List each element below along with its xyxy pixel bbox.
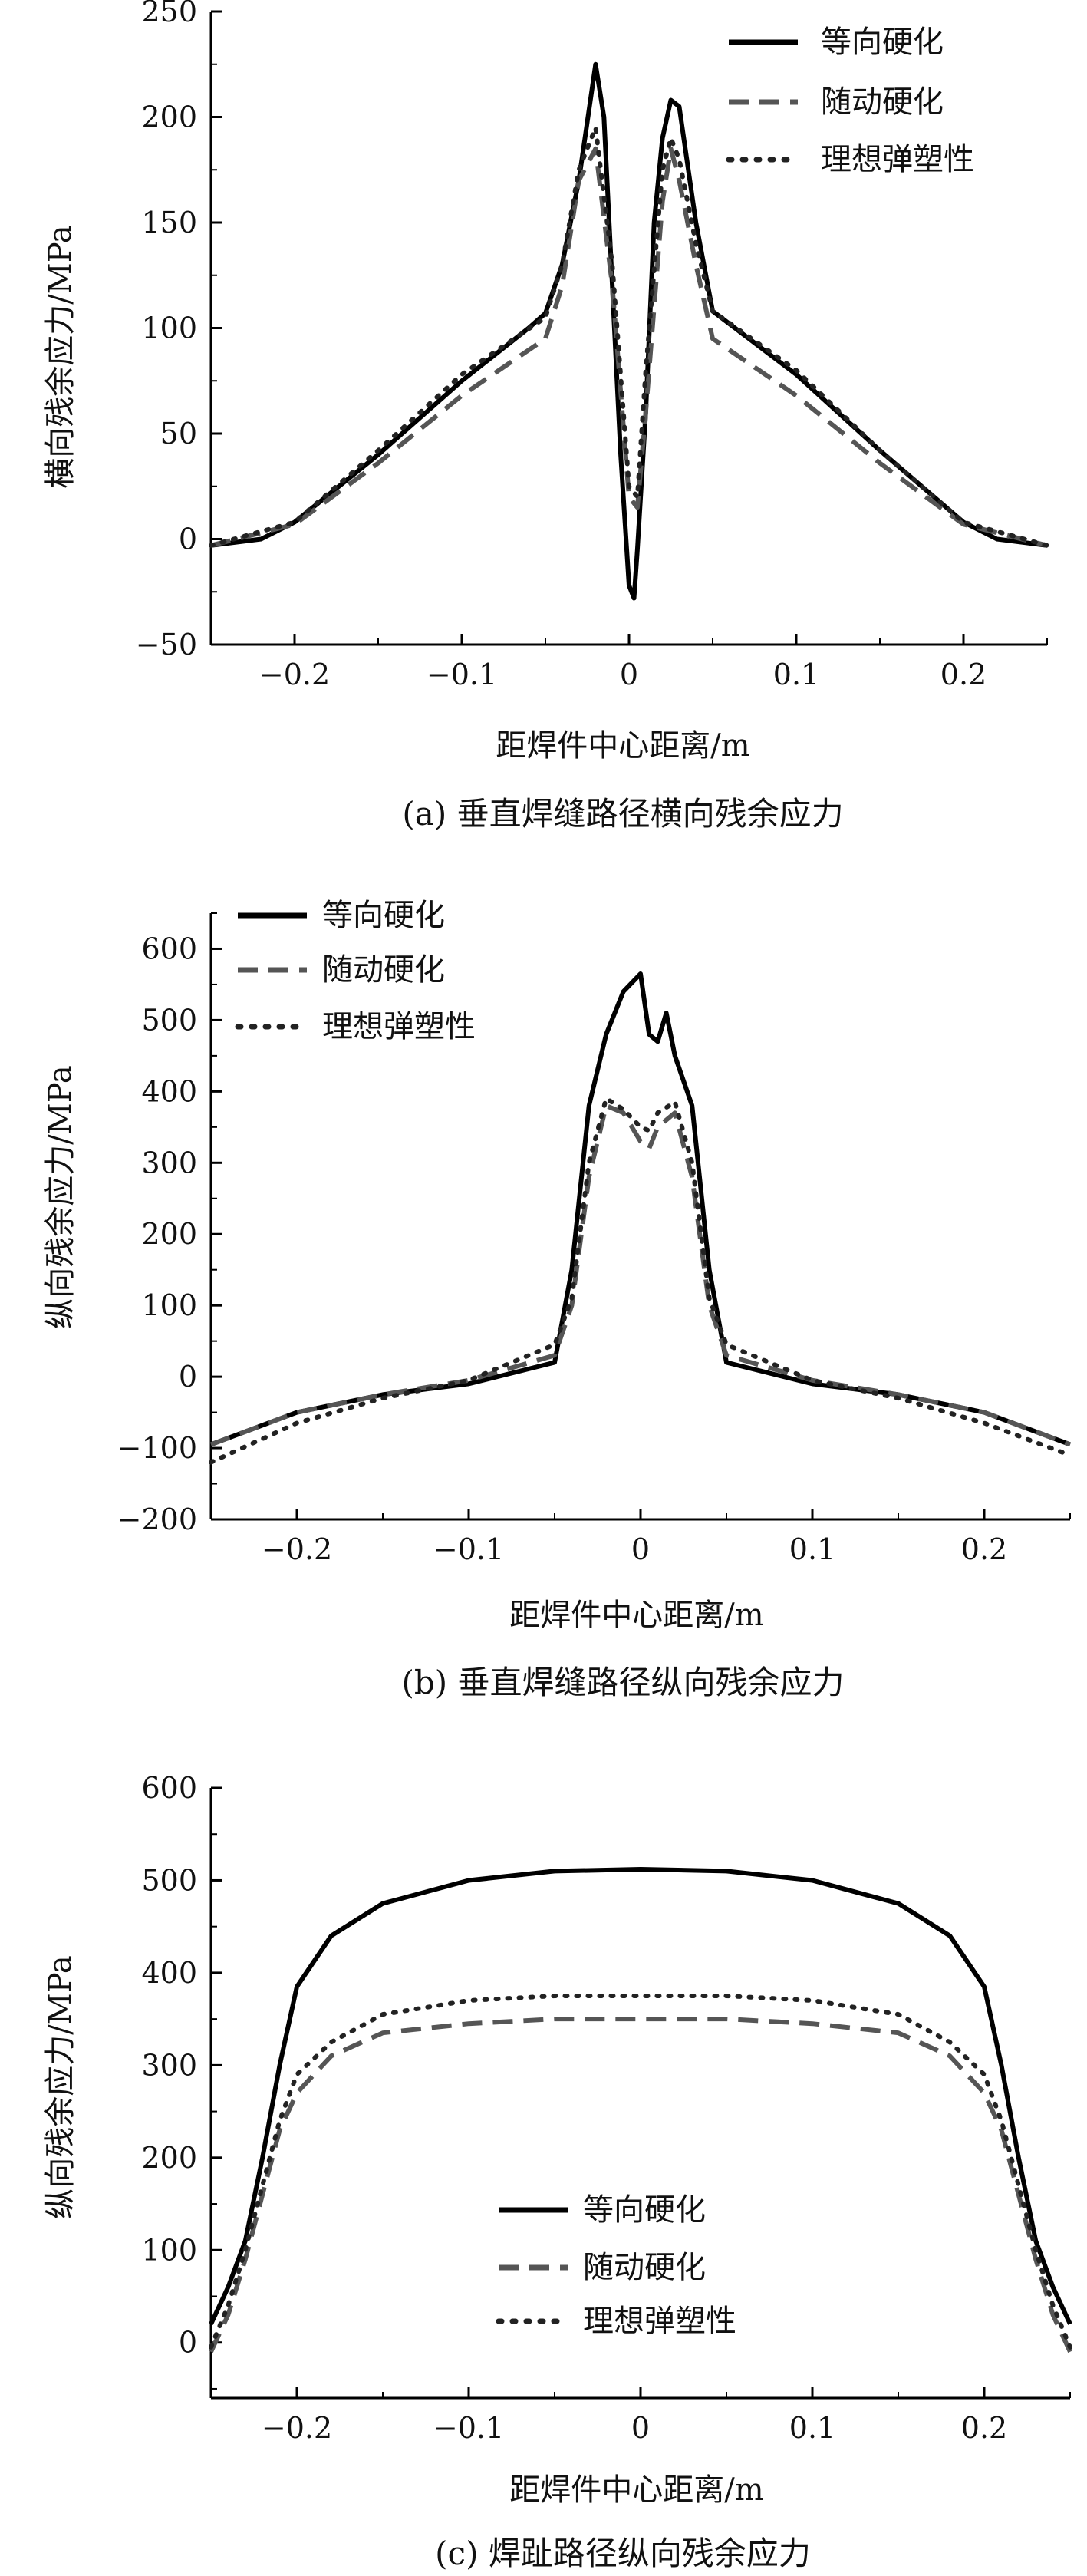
legend-label-isotropic: 等向硬化 (583, 2192, 706, 2228)
x-tick-label: −0.2 (262, 1532, 332, 1566)
x-tick-label: 0 (631, 1532, 650, 1566)
y-tick-label: −200 (117, 1502, 197, 1536)
y-tick-label: 300 (141, 1146, 197, 1179)
y-tick-label: 300 (141, 2048, 197, 2082)
x-tick-label: 0.2 (961, 1532, 1007, 1566)
panel-a-y-ticks: −50 0 50 100 150 200 250 (136, 0, 222, 661)
x-tick-label: 0.2 (961, 2411, 1007, 2445)
panel-b-axes (209, 913, 1070, 1521)
x-tick-label: 0 (631, 2411, 650, 2445)
y-tick-label: 250 (141, 0, 197, 28)
legend-label-kinematic: 随动硬化 (322, 952, 445, 988)
legend-label-ideal: 理想弹塑性 (821, 142, 974, 177)
series-line-dotted (209, 1994, 1072, 2350)
y-tick-label: 0 (179, 1360, 197, 1394)
panel-b-y-axis-title: 纵向残余应力/MPa (43, 1065, 78, 1328)
x-tick-label: 0.1 (789, 2411, 835, 2445)
panel-c-series (209, 1867, 1072, 2353)
y-tick-label: 400 (141, 1074, 197, 1108)
panel-c-longitudinal-toe-path: −0.2 −0.1 0 0.1 0.2 0 100 200 300 400 500 600 距焊件中… (43, 1771, 1072, 2572)
panel-a-x-ticks: −0.2 −0.1 0 0.1 0.2 (210, 634, 1048, 691)
panel-a-x-axis-title: 距焊件中心距离/m (496, 728, 749, 764)
panel-b-caption: (b) 垂直焊缝路径纵向残余应力 (401, 1664, 844, 1701)
x-tick-label: 0.1 (789, 1532, 835, 1566)
panel-b-x-ticks: −0.2 −0.1 0 0.1 0.2 (210, 1509, 1071, 1566)
y-tick-label: 600 (141, 932, 197, 965)
panel-a-y-axis-title: 横向残余应力/MPa (43, 225, 78, 488)
series-line-solid (210, 61, 1048, 601)
x-tick-label: −0.1 (427, 658, 497, 691)
y-tick-label: 0 (179, 523, 197, 556)
legend-label-isotropic: 等向硬化 (821, 25, 944, 60)
panel-c-y-ticks: 0 100 200 300 400 500 600 (141, 1771, 222, 2390)
panel-c-legend: 等向硬化 随动硬化 理想弹塑性 (496, 2192, 736, 2339)
panel-a-transverse-vertical-path: −0.2 −0.1 0 0.1 0.2 −50 0 50 100 150 200 250 距焊件中心… (43, 0, 1049, 833)
y-tick-label: 100 (141, 312, 197, 345)
y-tick-label: 100 (141, 2233, 197, 2267)
series-line-dashed (210, 146, 1048, 548)
legend-label-ideal: 理想弹塑性 (322, 1009, 476, 1044)
panel-c-x-axis-title: 距焊件中心距离/m (509, 2472, 763, 2508)
panel-a-caption: (a) 垂直焊缝路径横向残余应力 (402, 795, 843, 833)
x-tick-label: −0.2 (259, 658, 330, 691)
x-tick-label: −0.1 (433, 1532, 504, 1566)
legend-label-kinematic: 随动硬化 (583, 2250, 706, 2285)
panel-a-series (209, 61, 1049, 601)
y-tick-label: 150 (141, 206, 197, 239)
panel-c-x-ticks: −0.2 −0.1 0 0.1 0.2 (210, 2387, 1071, 2445)
y-tick-label: 500 (141, 1003, 197, 1037)
y-tick-label: 100 (141, 1288, 197, 1322)
panel-b-legend: 等向硬化 随动硬化 理想弹塑性 (235, 898, 476, 1044)
legend-label-ideal: 理想弹塑性 (583, 2304, 736, 2339)
y-tick-label: 200 (141, 2141, 197, 2175)
y-tick-label: −100 (117, 1431, 197, 1465)
x-tick-label: −0.1 (433, 2411, 504, 2445)
series-line-dotted (209, 1096, 1072, 1465)
x-tick-label: 0.2 (940, 658, 987, 691)
series-line-dashed (209, 1103, 1072, 1447)
series-line-solid (209, 1867, 1072, 2325)
panel-b-x-axis-title: 距焊件中心距离/m (509, 1598, 763, 1633)
series-line-dotted (209, 125, 1049, 548)
y-tick-label: 600 (141, 1771, 197, 1805)
x-tick-label: −0.2 (262, 2411, 332, 2445)
legend-label-kinematic: 随动硬化 (821, 84, 944, 120)
panel-c-y-axis-title: 纵向残余应力/MPa (43, 1955, 78, 2218)
panel-b-y-ticks: −200 −100 0 100 200 300 400 500 600 (117, 912, 222, 1536)
y-tick-label: 200 (141, 101, 197, 134)
x-tick-label: 0.1 (773, 658, 819, 691)
legend-label-isotropic: 等向硬化 (322, 898, 445, 933)
series-line-solid (209, 971, 1072, 1447)
panel-b-longitudinal-vertical-path: −0.2 −0.1 0 0.1 0.2 −200 −100 0 100 200 300 400 500… (43, 898, 1072, 1701)
panel-c-caption: (c) 焊趾路径纵向残余应力 (435, 2535, 811, 2572)
panel-b-series (209, 971, 1072, 1465)
y-tick-label: 500 (141, 1863, 197, 1897)
y-tick-label: 200 (141, 1217, 197, 1251)
y-tick-label: −50 (136, 628, 197, 661)
y-tick-label: 50 (160, 417, 197, 450)
y-tick-label: 400 (141, 1956, 197, 1990)
panel-a-legend: 等向硬化 随动硬化 理想弹塑性 (726, 25, 974, 177)
x-tick-label: 0 (620, 658, 638, 691)
series-line-dashed (209, 2017, 1072, 2353)
y-tick-label: 0 (179, 2326, 197, 2360)
